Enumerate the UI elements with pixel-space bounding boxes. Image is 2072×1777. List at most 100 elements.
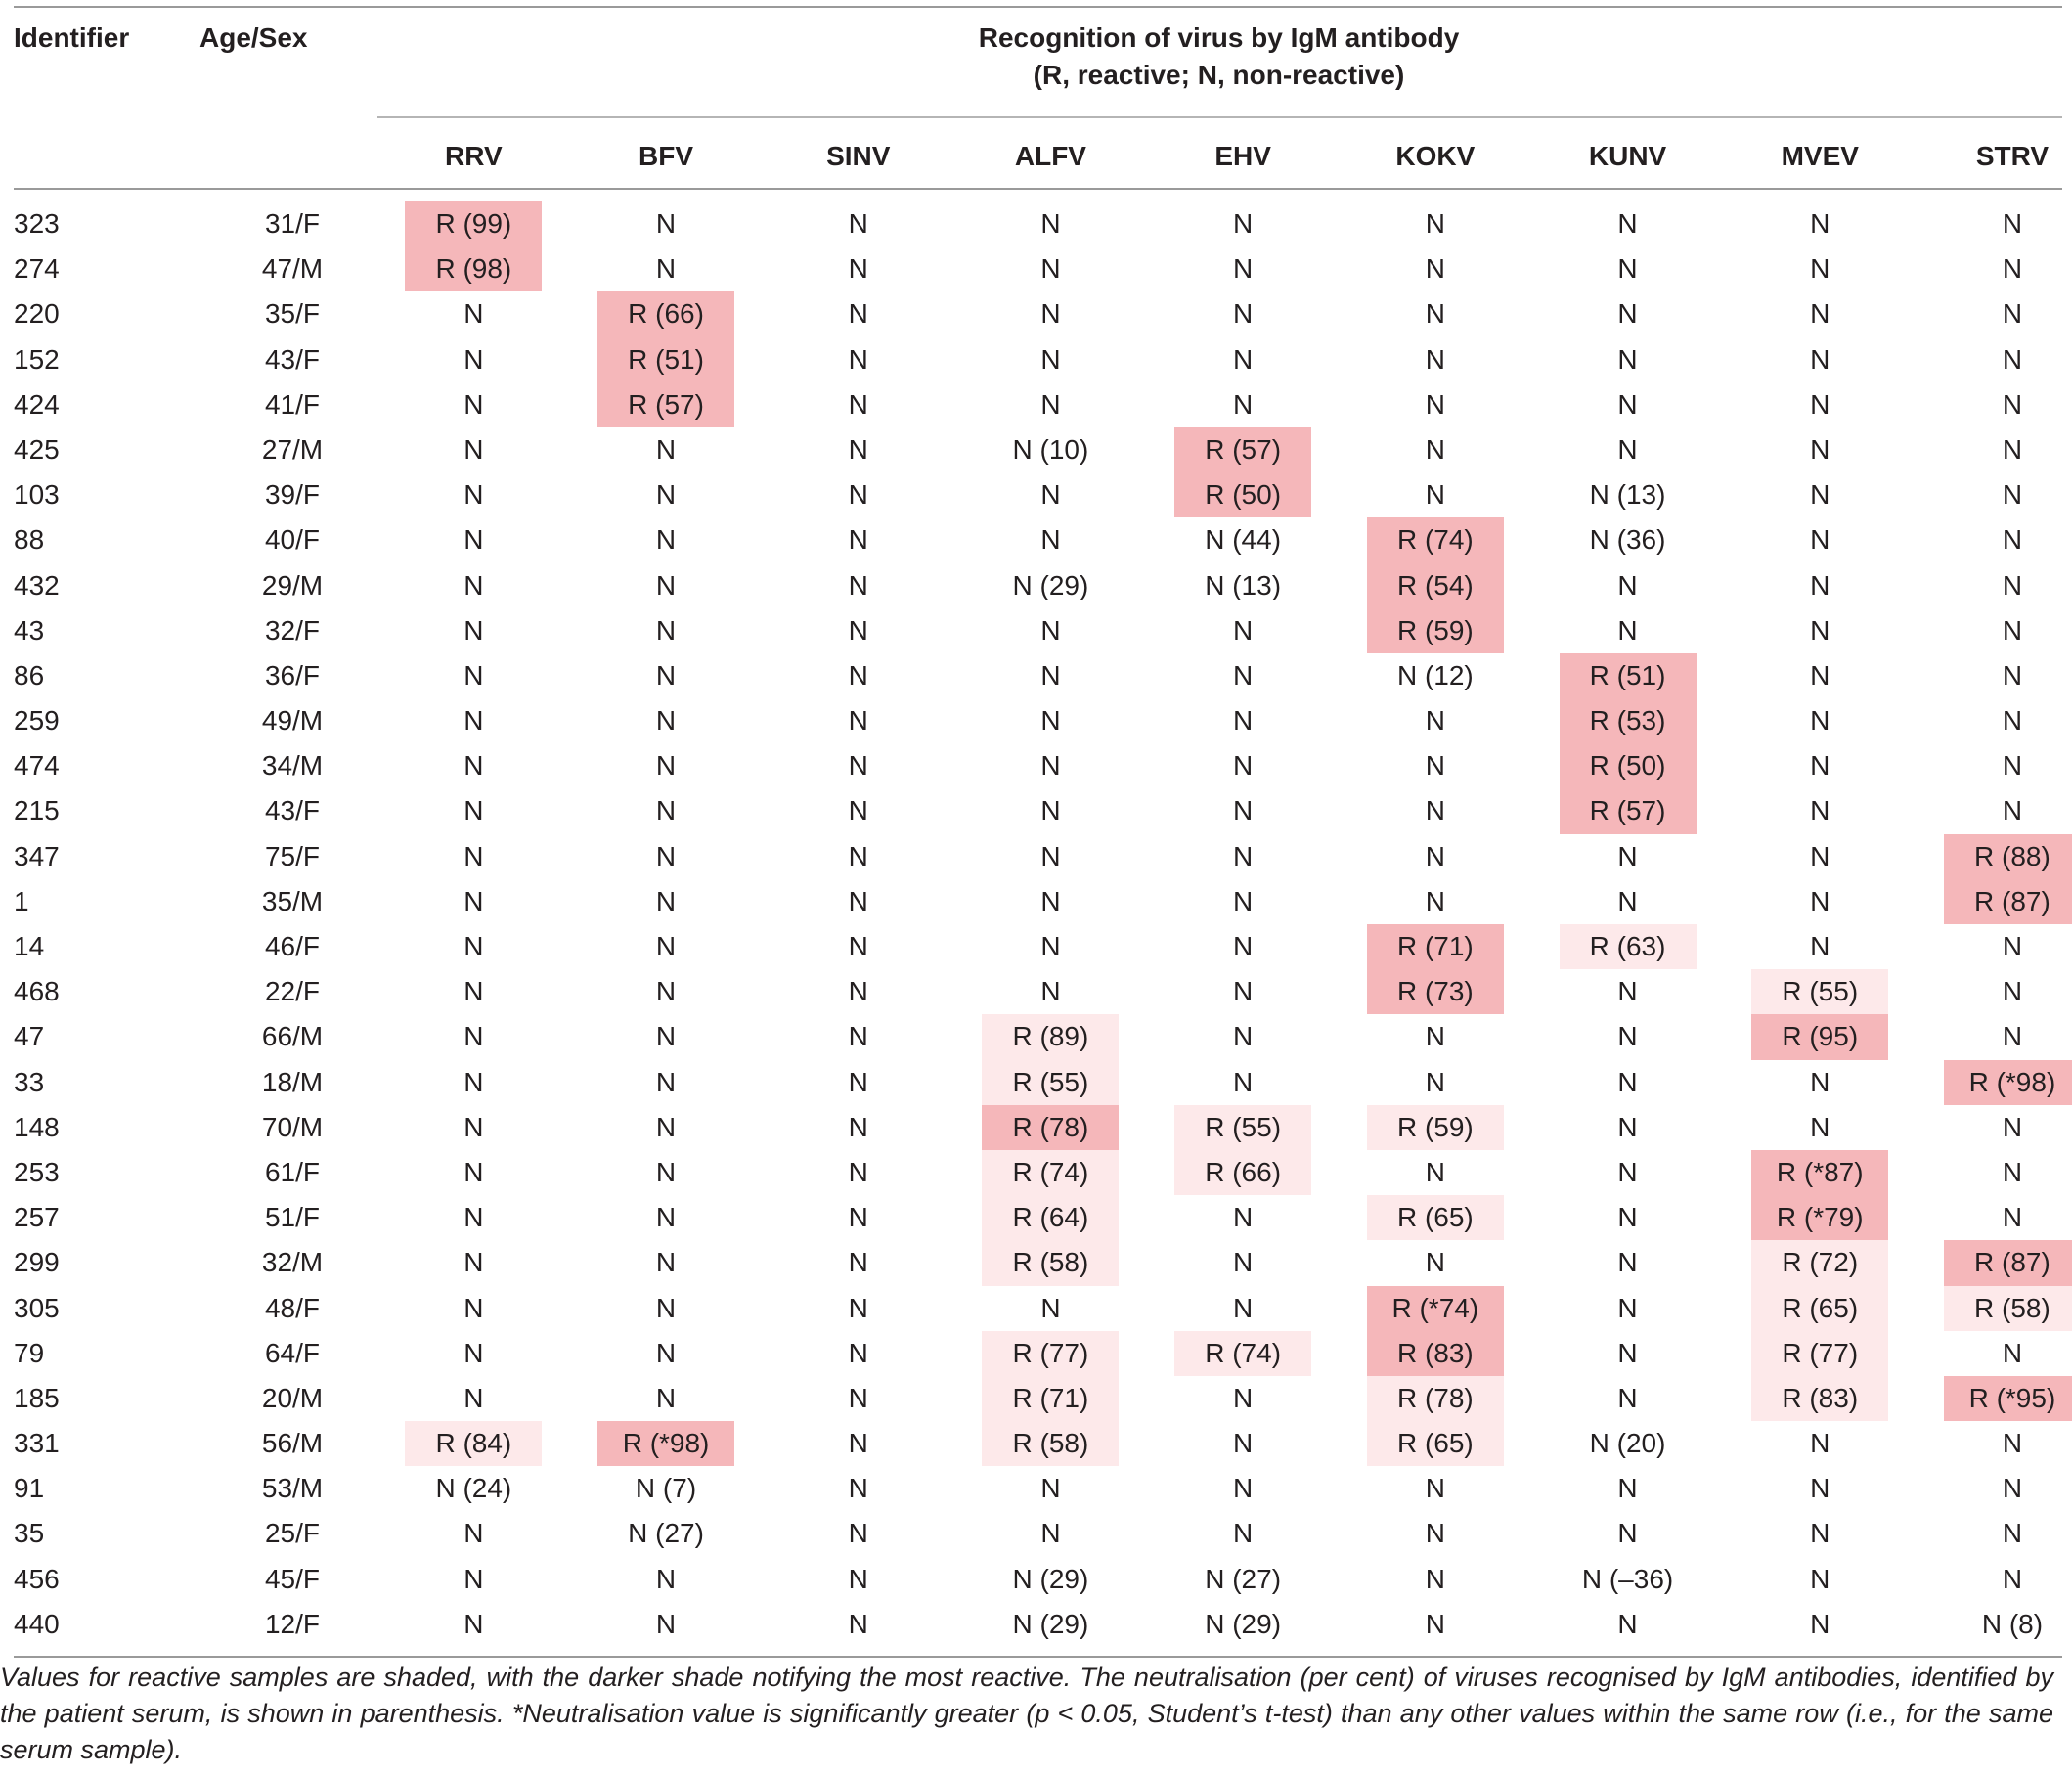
cell-bfv: N (655, 524, 677, 555)
cell-age-sex: 32/M (261, 1247, 324, 1278)
cell-mvev: N (1810, 795, 1830, 826)
cell-rrv: R (99) (405, 201, 543, 247)
cell-sinv: N (848, 931, 868, 961)
cell-mvev: R (65) (1751, 1285, 1889, 1331)
cell-bfv: N (655, 976, 677, 1007)
cell-sinv: N (848, 750, 868, 781)
cell-kokv: N (1425, 343, 1445, 375)
cell-strv: R (87) (1943, 1240, 2072, 1286)
cell-age-sex: 29/M (261, 569, 324, 600)
cell-alfv: N (1040, 840, 1061, 871)
cell-mvev: N (1810, 1428, 1830, 1459)
cell-kunv: N (1617, 1473, 1638, 1504)
table-row: 103 39/F N N N N R (50) N N (13) N N (14, 472, 2062, 518)
cell-ehv: N (1233, 750, 1254, 781)
cell-strv: N (2002, 388, 2023, 420)
cell-kunv: N (1617, 1066, 1638, 1097)
cell-kunv: N (1617, 1337, 1638, 1368)
cell-sinv: N (848, 569, 868, 600)
cell-bfv: R (51) (597, 336, 735, 382)
cell-sinv: N (848, 1382, 868, 1413)
cell-bfv: N (655, 1337, 677, 1368)
cell-sinv: N (848, 1111, 868, 1142)
cell-kokv: N (1425, 1156, 1445, 1187)
cell-strv: N (2002, 569, 2023, 600)
cell-rrv: N (463, 750, 484, 781)
table-row: 220 35/F N R (66) N N N N N N N (14, 291, 2062, 337)
cell-alfv: N (1040, 931, 1061, 961)
cell-sinv: N (848, 1337, 868, 1368)
cell-kunv: N (1617, 614, 1638, 645)
cell-alfv: N (29) (1012, 1563, 1089, 1594)
cell-kokv: R (71) (1366, 924, 1504, 970)
cell-alfv: N (1040, 253, 1061, 285)
group-underline (377, 116, 2062, 118)
cell-bfv: R (57) (597, 381, 735, 427)
cell-age-sex: 36/F (264, 659, 321, 690)
table-row: 259 49/M N N N N N N R (53) N N (14, 698, 2062, 744)
cell-strv: N (2002, 1202, 2023, 1233)
cell-ehv: N (1233, 253, 1254, 285)
cell-kunv: R (53) (1559, 698, 1697, 744)
cell-mvev: N (1810, 614, 1830, 645)
cell-rrv: R (84) (405, 1421, 543, 1467)
cell-alfv: N (1040, 1518, 1061, 1549)
cell-kokv: N (1425, 1066, 1445, 1097)
cell-rrv: N (463, 976, 484, 1007)
cell-kunv: N (1617, 208, 1638, 239)
cell-rrv: N (463, 1247, 484, 1278)
cell-ehv: R (57) (1174, 426, 1312, 473)
cell-kokv: N (1425, 1473, 1445, 1504)
cell-strv: N (2002, 433, 2023, 465)
cell-sinv: N (848, 1292, 868, 1323)
cell-mvev: N (1810, 705, 1830, 736)
cell-bfv: N (655, 1382, 677, 1413)
cell-rrv: N (463, 1608, 484, 1639)
header-group-title: Recognition of virus by IgM antibody (978, 22, 1460, 53)
cell-alfv: N (1040, 976, 1061, 1007)
cell-identifier: 468 (14, 976, 60, 1007)
cell-ehv: N (1233, 1202, 1254, 1233)
cell-strv: N (2002, 1021, 2023, 1052)
table-row: 152 43/F N R (51) N N N N N N N (14, 336, 2062, 382)
cell-ehv: N (1233, 931, 1254, 961)
cell-mvev: N (1810, 1563, 1830, 1594)
cell-strv: N (2002, 1156, 2023, 1187)
cell-kunv: N (36) (1589, 524, 1666, 555)
cell-identifier: 305 (14, 1292, 60, 1323)
table-row: 347 75/F N N N N N N N N R (88) (14, 833, 2072, 879)
cell-alfv: N (1040, 479, 1061, 511)
cell-identifier: 1 (14, 885, 29, 916)
cell-ehv: N (1233, 885, 1254, 916)
cell-kunv: N (1617, 1518, 1638, 1549)
cell-ehv: N (44) (1205, 524, 1282, 555)
cell-rrv: N (463, 1066, 484, 1097)
cell-identifier: 185 (14, 1382, 60, 1413)
cell-mvev: N (1810, 388, 1830, 420)
cell-bfv: N (655, 1111, 677, 1142)
cell-strv: N (2002, 1428, 2023, 1459)
cell-kunv: N (1617, 1608, 1638, 1639)
cell-strv: N (2002, 705, 2023, 736)
table-row: 440 12/F N N N N (29) N (29) N N N N (8) (14, 1602, 2062, 1647)
cell-kunv: N (–36) (1581, 1563, 1674, 1594)
cell-rrv: N (463, 614, 484, 645)
cell-rrv: N (463, 1021, 484, 1052)
cell-strv: N (2002, 931, 2023, 961)
cell-bfv: N (655, 795, 677, 826)
cell-alfv: N (1040, 885, 1061, 916)
cell-bfv: N (655, 931, 677, 961)
cell-rrv: N (24) (435, 1473, 512, 1504)
cell-ehv: R (55) (1174, 1104, 1312, 1150)
cell-alfv: R (89) (982, 1014, 1120, 1060)
table-row: 14 46/F N N N N N R (71) R (63) N N (14, 924, 2062, 970)
cell-kunv: N (1617, 840, 1638, 871)
cell-rrv: N (463, 479, 484, 511)
cell-kunv: R (50) (1559, 743, 1697, 789)
cell-age-sex: 34/M (261, 750, 324, 781)
cell-age-sex: 53/M (261, 1473, 324, 1504)
cell-bfv: N (655, 569, 677, 600)
cell-mvev: N (1810, 253, 1830, 285)
cell-sinv: N (848, 1608, 868, 1639)
cell-age-sex: 56/M (261, 1428, 324, 1459)
